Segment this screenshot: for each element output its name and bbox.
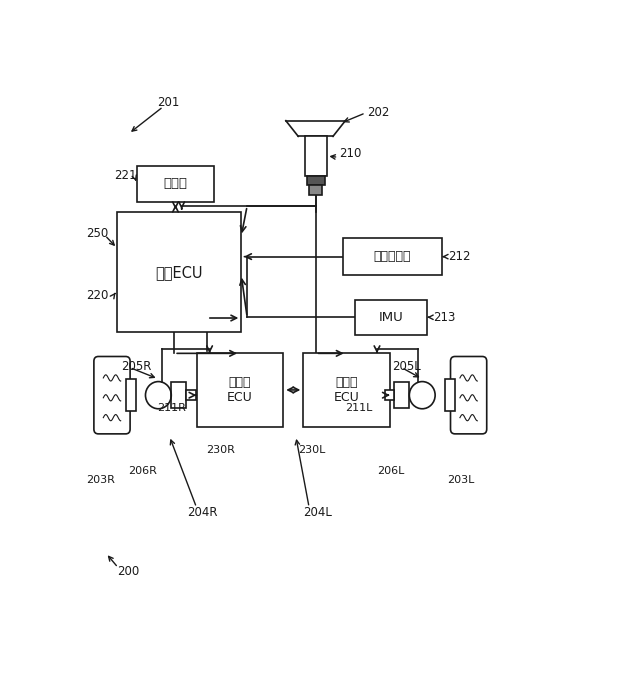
Text: 221: 221 [114, 169, 136, 182]
FancyBboxPatch shape [343, 238, 442, 275]
Text: IMU: IMU [379, 311, 404, 324]
Text: 212: 212 [448, 250, 470, 263]
Text: 202: 202 [367, 107, 389, 120]
Bar [125, 380, 136, 411]
Text: 上位ECU: 上位ECU [156, 265, 203, 280]
Text: 203R: 203R [86, 475, 115, 485]
Bar [445, 380, 455, 411]
Text: 204L: 204L [303, 507, 332, 519]
FancyBboxPatch shape [94, 356, 130, 434]
Text: 211L: 211L [346, 403, 372, 414]
Text: 213: 213 [433, 311, 456, 324]
Text: 200: 200 [117, 566, 140, 579]
FancyBboxPatch shape [355, 299, 428, 335]
Text: 206R: 206R [129, 466, 157, 476]
Text: 204R: 204R [187, 507, 217, 519]
Bar [172, 382, 186, 408]
FancyBboxPatch shape [451, 356, 486, 434]
FancyBboxPatch shape [196, 353, 284, 426]
Text: 203L: 203L [447, 475, 474, 485]
Bar [305, 136, 326, 176]
Text: 車速センサ: 車速センサ [374, 250, 412, 263]
Text: 210: 210 [339, 147, 362, 160]
FancyBboxPatch shape [309, 185, 322, 196]
Text: 230L: 230L [298, 445, 326, 455]
Text: 右転舶
ECU: 右転舶 ECU [227, 376, 253, 404]
Text: 206L: 206L [378, 466, 405, 476]
FancyBboxPatch shape [117, 213, 241, 333]
Text: 201: 201 [157, 96, 179, 109]
Text: 左転舶
ECU: 左転舶 ECU [333, 376, 360, 404]
Bar [385, 390, 394, 401]
Bar [394, 382, 410, 408]
FancyBboxPatch shape [307, 176, 324, 185]
Text: 220: 220 [86, 289, 109, 302]
Text: 記憶部: 記憶部 [163, 177, 188, 190]
Bar [186, 390, 196, 401]
Text: 230R: 230R [207, 445, 236, 455]
Text: 211R: 211R [157, 403, 186, 414]
FancyBboxPatch shape [137, 166, 214, 202]
Text: 205L: 205L [392, 360, 421, 373]
Text: 205R: 205R [121, 360, 152, 373]
Text: 250: 250 [86, 227, 109, 240]
FancyBboxPatch shape [303, 353, 390, 426]
